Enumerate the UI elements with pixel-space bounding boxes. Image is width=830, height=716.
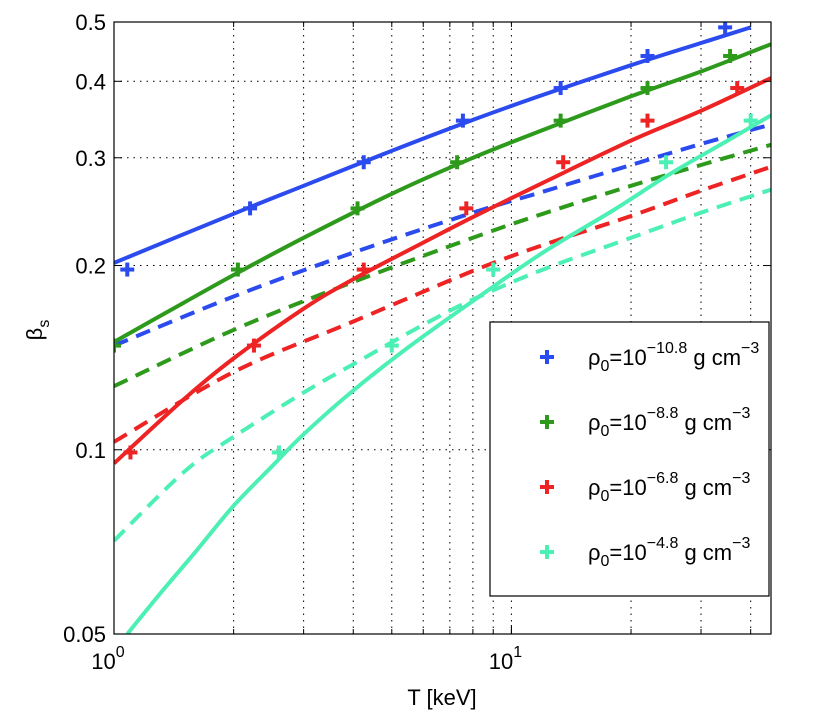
legend-label-3: ρ0=10−4.8 g cm−3 [588, 535, 750, 570]
series-3-data-point [486, 262, 501, 277]
series-1-data-point [230, 262, 245, 277]
series-2-data-point [556, 155, 571, 170]
legend-marker-1 [540, 415, 554, 429]
series-1-dashed-line [114, 142, 771, 389]
x-axis-label: T [keV] [407, 685, 476, 710]
series-2-data-point [459, 201, 474, 216]
legend-label-1: ρ0=10−8.8 g cm−3 [588, 405, 750, 440]
y-axis-label: βs [22, 320, 53, 341]
series-1-solid-line [114, 42, 771, 344]
series-markers [114, 22, 758, 460]
series-3-data-point [659, 155, 674, 170]
y-tick-label: 0.4 [75, 69, 106, 94]
series-1-data-point [640, 81, 655, 96]
series-1-data-point [450, 155, 465, 170]
series-0-data-point [718, 22, 733, 35]
series-2-data-point [246, 338, 261, 353]
series-2-data-point [123, 445, 138, 460]
series-1-data-point [350, 201, 365, 216]
series-3-data-point [743, 113, 758, 128]
axis-ticks: 0.05 0.1 0.2 0.3 0.4 0.5 100 101 [63, 10, 771, 674]
series-0-data-point [553, 81, 568, 96]
series-0-data-point [356, 155, 371, 170]
legend: ρ0=10−10.8 g cm−3 ρ0=10−8.8 g cm−3 ρ0=10−6… [489, 321, 770, 597]
series-0-data-point [243, 201, 258, 216]
series-1-data-point [723, 48, 738, 63]
legend-marker-2 [540, 480, 554, 494]
series-0-dashed-line [114, 122, 771, 348]
series-2-solid-line [114, 76, 771, 465]
series-2-data-point [640, 113, 655, 128]
legend-marker-3 [540, 545, 554, 559]
y-tick-label: 0.1 [75, 438, 106, 463]
y-tick-label: 0.5 [75, 10, 106, 35]
series-0-data-point [455, 113, 470, 128]
series-3-data-point [271, 445, 286, 460]
y-tick-label: 0.05 [63, 622, 106, 647]
series-1-data-point [553, 113, 568, 128]
series-0-data-point [640, 48, 655, 63]
x-tick-label: 101 [489, 644, 522, 674]
legend-box [489, 321, 770, 597]
x-tick-label: 100 [91, 644, 124, 674]
y-tick-label: 0.2 [75, 254, 106, 279]
series-0-data-point [120, 262, 135, 277]
legend-label-2: ρ0=10−6.8 g cm−3 [588, 470, 750, 505]
series-3-data-point [384, 338, 399, 353]
legend-marker-0 [540, 350, 554, 364]
plot-frame [113, 21, 772, 635]
legend-label-0: ρ0=10−10.8 g cm−3 [588, 340, 759, 375]
series-3-solid-line [125, 113, 771, 634]
series-1-data-point [114, 338, 121, 353]
series-2-data-point [730, 81, 745, 96]
y-tick-label: 0.3 [75, 146, 106, 171]
series-2-data-point [356, 262, 371, 277]
series-3-dashed-line [114, 187, 771, 543]
